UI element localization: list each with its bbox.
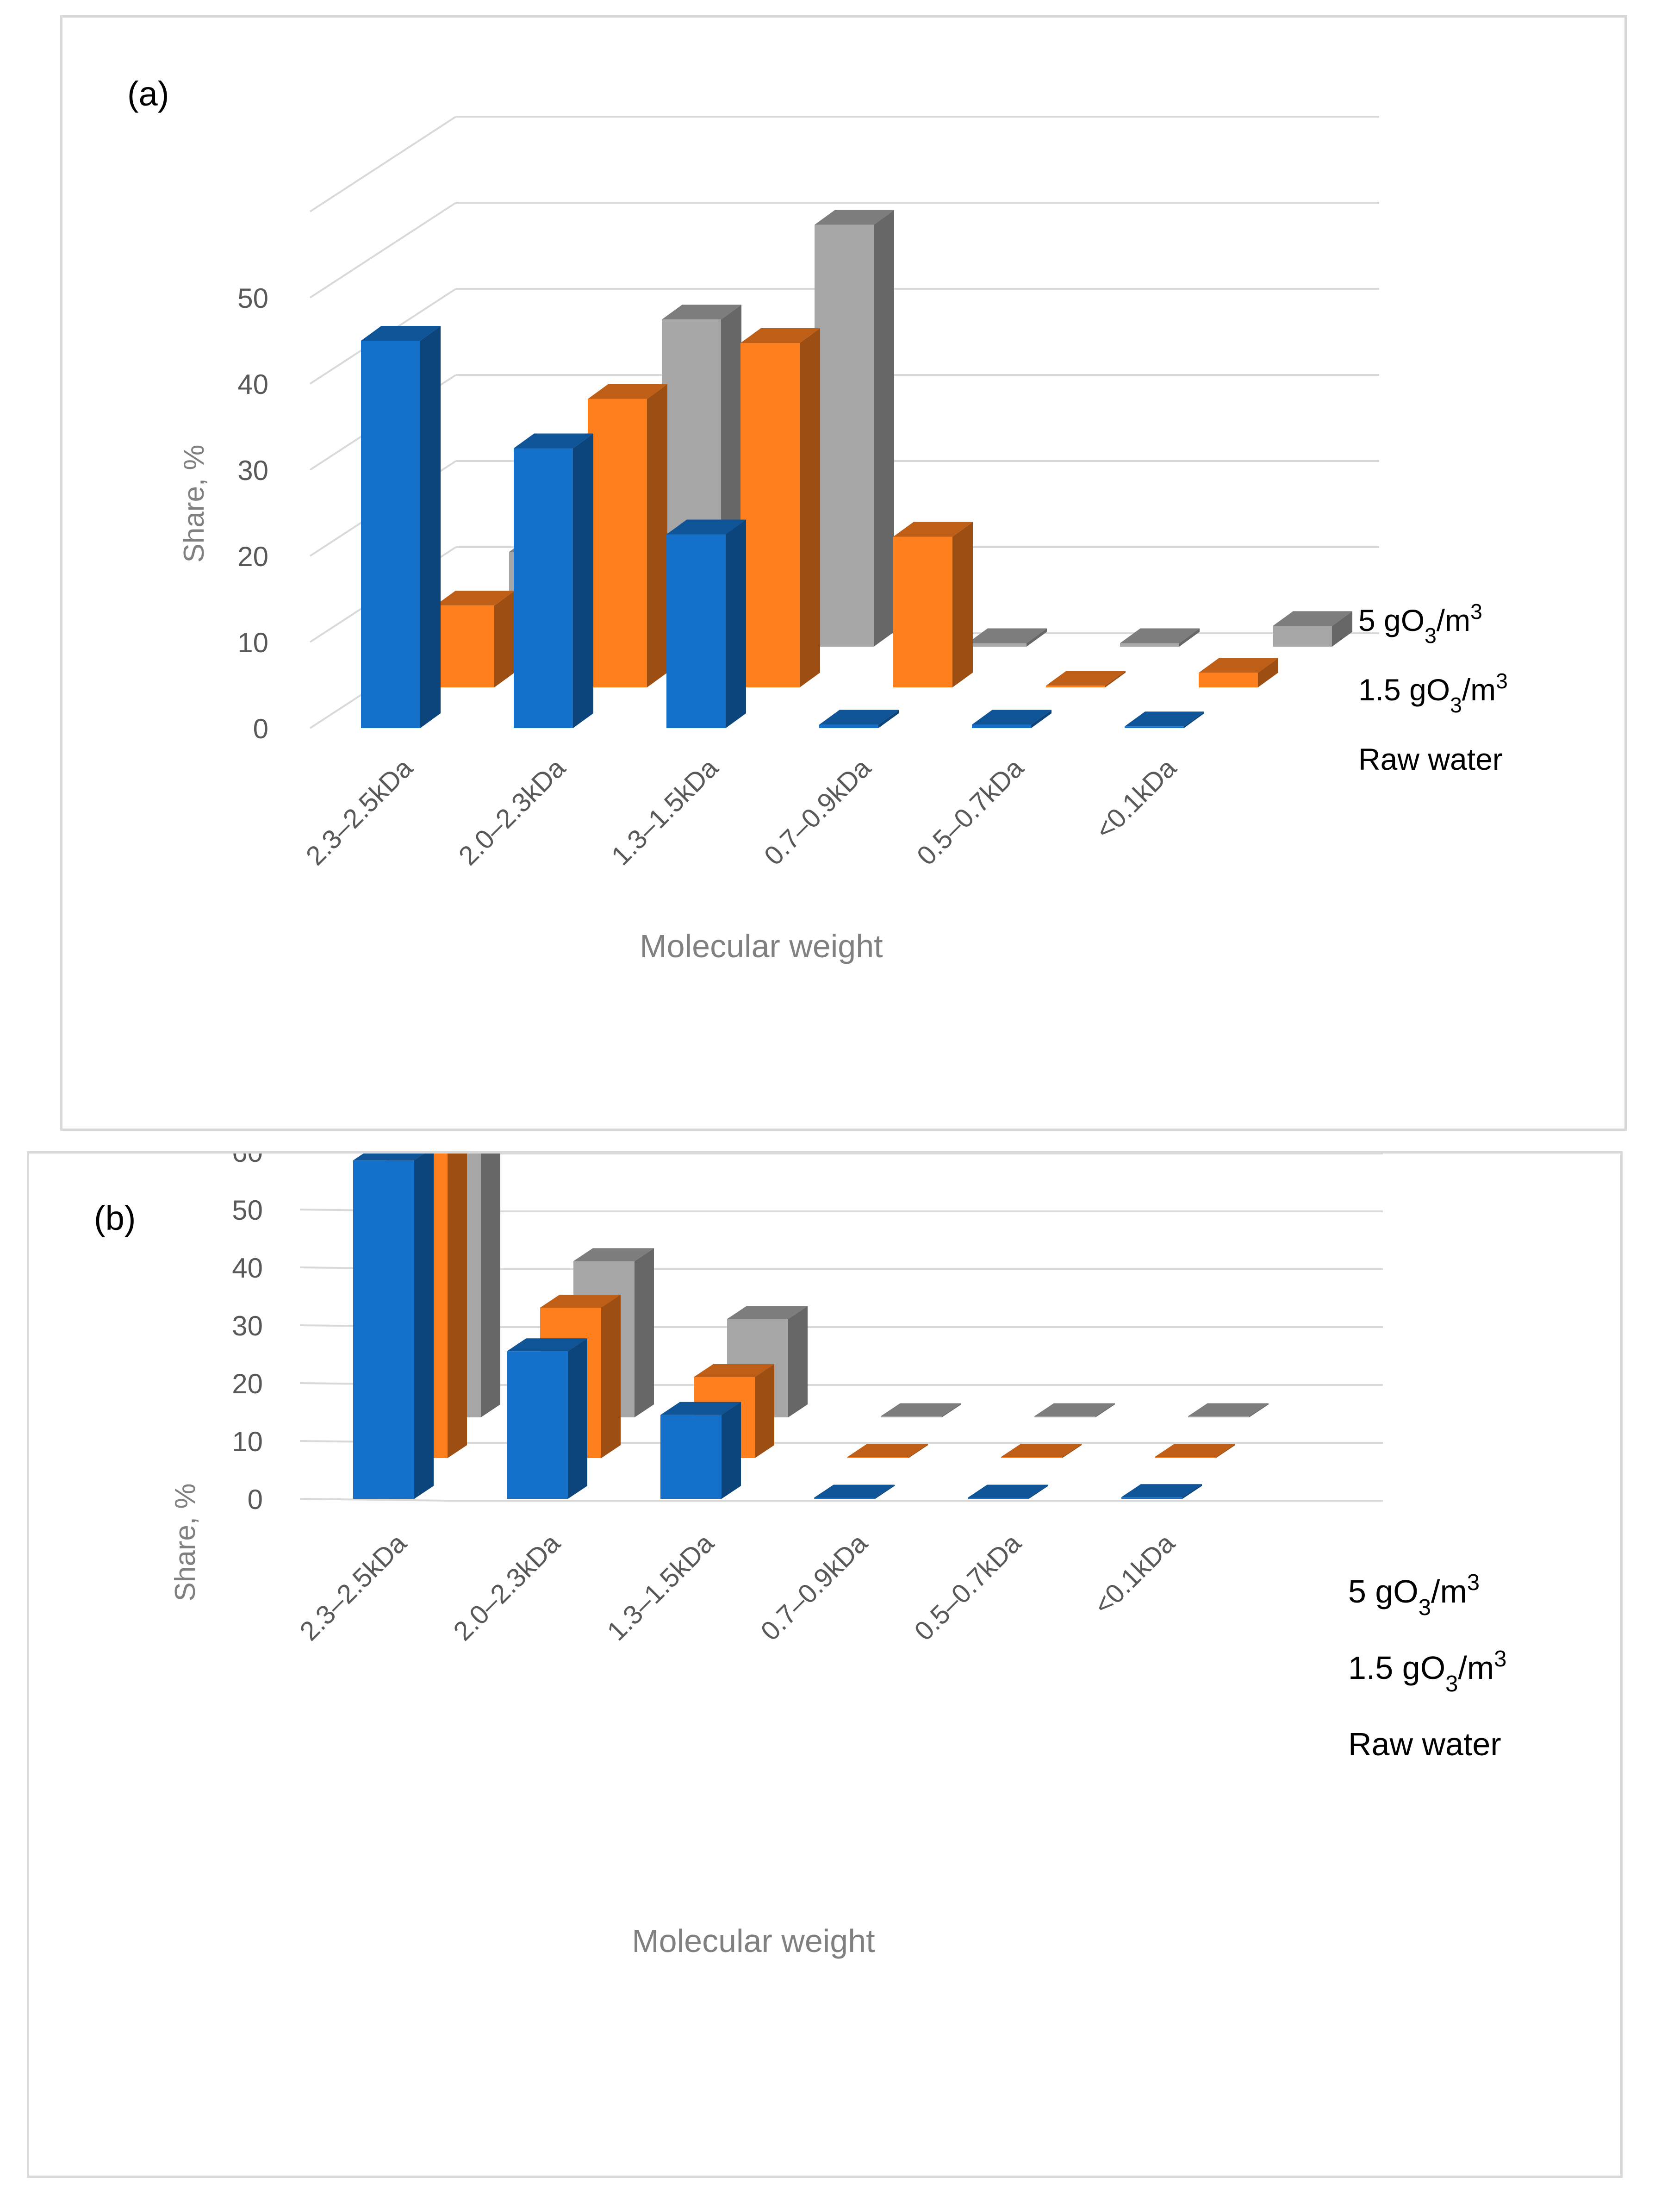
bar-b-s0-c4 bbox=[968, 1484, 1048, 1499]
bar-a-s1-c0 bbox=[435, 591, 515, 687]
bar-b-s0-c2 bbox=[660, 1402, 741, 1499]
legend-entry: 1.5 gO3/m3 bbox=[1348, 1646, 1506, 1696]
x-tick-label: <0.1kDa bbox=[1088, 1528, 1181, 1621]
bar-a-s1-c3 bbox=[893, 522, 973, 687]
bar-b-s1-c5 bbox=[1155, 1444, 1235, 1458]
x-tick-label: 2.0–2.3kDa bbox=[448, 1528, 566, 1646]
bar-a-s2-c2 bbox=[815, 210, 894, 647]
bar-b-s0-c0 bbox=[353, 1154, 434, 1499]
gridline-side bbox=[309, 116, 457, 212]
bar-a-s0-c3 bbox=[819, 710, 899, 728]
bar-b-s0-c5 bbox=[1121, 1484, 1202, 1499]
y-tick-label: 0 bbox=[253, 713, 268, 744]
x-axis-label: Molecular weight bbox=[632, 1923, 875, 1959]
y-axis-label: Share, % bbox=[169, 1483, 201, 1601]
bar-b-s2-c4 bbox=[1034, 1403, 1115, 1417]
bar-b-s2-c3 bbox=[881, 1403, 961, 1417]
bar-a-s0-c1 bbox=[514, 433, 593, 728]
x-tick-label: 1.3–1.5kDa bbox=[606, 753, 724, 871]
bar-a-s0-c4 bbox=[972, 710, 1052, 728]
bar-b-s1-c3 bbox=[847, 1444, 928, 1458]
x-tick-label: 0.5–0.7kDa bbox=[908, 1528, 1027, 1646]
x-tick-label: 2.3–2.5kDa bbox=[294, 1528, 412, 1646]
y-tick-label: 20 bbox=[237, 541, 268, 572]
x-tick-label: 2.0–2.3kDa bbox=[453, 753, 572, 871]
y-tick-label: 50 bbox=[237, 283, 268, 314]
y-tick-label: 40 bbox=[237, 369, 268, 400]
legend-entry: Raw water bbox=[1348, 1726, 1501, 1762]
bar-a-s2-c5 bbox=[1273, 611, 1352, 647]
legend-entry: Raw water bbox=[1358, 742, 1503, 776]
bar-a-s0-c2 bbox=[666, 519, 746, 728]
chart-panel-b: (b) 0 10 20 30 40 50 60 Share, % 2.3–2.5kDa 2.0… bbox=[27, 1151, 1623, 2178]
gridline-side bbox=[309, 202, 457, 299]
bar-a-s1-c1 bbox=[588, 384, 667, 687]
bar-a-s1-c2 bbox=[740, 328, 820, 687]
x-axis-label: Molecular weight bbox=[640, 928, 883, 964]
x-tick-label: 0.7–0.9kDa bbox=[759, 753, 877, 871]
x-tick-label: 0.7–0.9kDa bbox=[755, 1528, 873, 1646]
x-tick-label: 1.3–1.5kDa bbox=[601, 1528, 720, 1646]
bar-a-s1-c4 bbox=[1046, 671, 1126, 687]
bar-a-s2-c4 bbox=[1120, 628, 1200, 647]
x-tick-label: 2.3–2.5kDa bbox=[300, 753, 419, 871]
y-tick-label: 50 bbox=[232, 1195, 263, 1226]
y-tick-label: 10 bbox=[232, 1426, 263, 1457]
chart-panel-a: (a) 0 10 20 30 40 50 Share, % 2.3–2.5kDa 2.0–2… bbox=[60, 15, 1627, 1131]
y-tick-label: 0 bbox=[248, 1484, 263, 1515]
panel-label: (b) bbox=[94, 1199, 136, 1237]
chart-a-svg: (a) 0 10 20 30 40 50 Share, % 2.3–2.5kDa 2.0–2… bbox=[127, 75, 1508, 964]
bar-b-s0-c1 bbox=[507, 1338, 587, 1499]
y-tick-label: 30 bbox=[232, 1310, 263, 1341]
legend-entry: 5 gO3/m3 bbox=[1358, 599, 1482, 648]
chart-b-svg: (b) 0 10 20 30 40 50 60 Share, % 2.3–2.5kDa 2.0… bbox=[94, 1154, 1506, 1959]
legend-entry: 1.5 gO3/m3 bbox=[1358, 669, 1508, 717]
y-tick-label: 10 bbox=[237, 627, 268, 658]
bar-a-s2-c3 bbox=[967, 628, 1047, 647]
bar-a-s1-c5 bbox=[1199, 658, 1278, 687]
bar-a-s0-c0 bbox=[361, 326, 441, 728]
panel-label: (a) bbox=[127, 75, 169, 113]
y-tick-label: 30 bbox=[237, 455, 268, 486]
legend-entry: 5 gO3/m3 bbox=[1348, 1570, 1480, 1620]
y-tick-label: 40 bbox=[232, 1253, 263, 1284]
y-tick-label: 20 bbox=[232, 1368, 263, 1399]
bar-b-s2-c5 bbox=[1188, 1403, 1269, 1417]
gridline-side bbox=[299, 1498, 448, 1502]
bar-b-s0-c3 bbox=[814, 1484, 895, 1499]
x-tick-label: 0.5–0.7kDa bbox=[911, 753, 1030, 871]
y-tick-label: 60 bbox=[232, 1154, 263, 1168]
bar-b-s1-c4 bbox=[1001, 1444, 1082, 1458]
bar-a-s0-c5 bbox=[1125, 711, 1204, 728]
y-axis-label: Share, % bbox=[178, 444, 210, 562]
x-tick-label: <0.1kDa bbox=[1090, 753, 1182, 845]
